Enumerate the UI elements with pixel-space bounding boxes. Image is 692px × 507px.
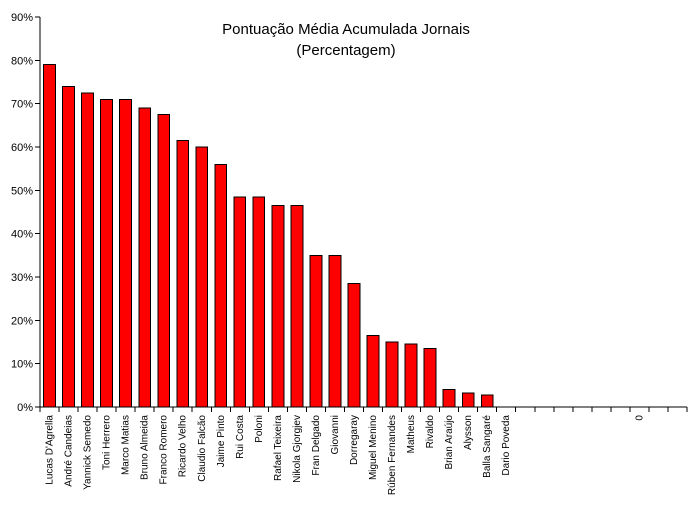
bar bbox=[62, 85, 75, 408]
bar bbox=[423, 348, 437, 408]
x-tick-label: Miguel Menino bbox=[368, 415, 379, 480]
y-tick-label: 20% bbox=[11, 315, 33, 327]
chart-subtitle: (Percentagem) bbox=[296, 42, 395, 59]
x-tick-label: Balla Sangaré bbox=[482, 415, 493, 478]
y-tick-label: 70% bbox=[11, 99, 33, 111]
bar bbox=[157, 114, 171, 408]
x-tick-label: Matheus bbox=[406, 415, 417, 453]
bar bbox=[385, 341, 399, 408]
y-tick-label: 60% bbox=[11, 142, 33, 154]
bar bbox=[366, 335, 380, 408]
x-tick-label: Franco Romero bbox=[159, 415, 170, 485]
x-tick-label: Dario Poveda bbox=[501, 415, 512, 476]
axes-layer: 0% 10% 20% 30% 40% 50% 60% 70% 80% 90% Lucas D'Agr… bbox=[11, 12, 688, 495]
x-tick-label: Poloni bbox=[254, 415, 265, 443]
y-tick-label: 40% bbox=[11, 229, 33, 241]
bar bbox=[309, 254, 323, 408]
bar bbox=[271, 205, 285, 408]
x-tick-label: Toni Herrero bbox=[102, 415, 113, 470]
x-tick-label: Marco Matias bbox=[121, 415, 132, 475]
bars-layer bbox=[43, 64, 494, 408]
bar bbox=[214, 163, 228, 408]
x-tick-label: Brian Araújo bbox=[444, 415, 455, 470]
y-tick-label: 10% bbox=[11, 359, 33, 371]
x-tick-label: Rui Costa bbox=[235, 415, 246, 459]
x-tick-label: Jaime Pinto bbox=[216, 415, 227, 468]
bar bbox=[404, 343, 418, 408]
bar bbox=[100, 98, 113, 408]
x-tick-label: Alysson bbox=[463, 415, 474, 450]
y-tick-label: 50% bbox=[11, 185, 33, 197]
chart-title: Pontuação Média Acumulada Jornais bbox=[222, 21, 470, 38]
y-tick-label: 30% bbox=[11, 272, 33, 284]
bar bbox=[290, 205, 304, 408]
bar bbox=[195, 146, 209, 408]
x-tick-label: Rafael Teixeira bbox=[273, 415, 284, 481]
bar bbox=[328, 254, 342, 408]
bar bbox=[347, 283, 361, 408]
x-tick-label: 0 bbox=[634, 415, 645, 421]
x-tick-label: Giovanni bbox=[330, 415, 341, 454]
x-tick-label: Claudio Falcão bbox=[197, 415, 208, 482]
x-tick-label: Rúben Fernandes bbox=[387, 415, 398, 495]
x-tick-label: Yannick Semedo bbox=[83, 415, 94, 490]
y-tick-label: 80% bbox=[11, 55, 33, 67]
bar bbox=[461, 392, 475, 408]
bar bbox=[442, 389, 456, 408]
y-tick-label: 90% bbox=[11, 12, 33, 24]
bar bbox=[233, 196, 247, 408]
bar bbox=[176, 140, 190, 408]
x-tick-label: Nikola Gjorgjev bbox=[292, 415, 303, 483]
bar bbox=[81, 92, 94, 408]
x-tick-label: André Candeias bbox=[64, 415, 75, 487]
bar bbox=[252, 196, 266, 408]
bar bbox=[43, 64, 56, 408]
x-tick-label: Ricardo Velho bbox=[178, 415, 189, 478]
x-tick-label: Dorregaray bbox=[349, 415, 360, 465]
y-tick-label: 0% bbox=[17, 402, 33, 414]
bar bbox=[138, 107, 152, 408]
x-tick-label: Bruno Almeida bbox=[140, 415, 151, 480]
bar bbox=[119, 98, 133, 408]
bar bbox=[480, 394, 494, 408]
x-tick-label: Fran Delgado bbox=[311, 415, 322, 476]
x-tick-label: Lucas D'Agrella bbox=[45, 415, 56, 485]
x-tick-label: Rivaldo bbox=[425, 415, 436, 449]
